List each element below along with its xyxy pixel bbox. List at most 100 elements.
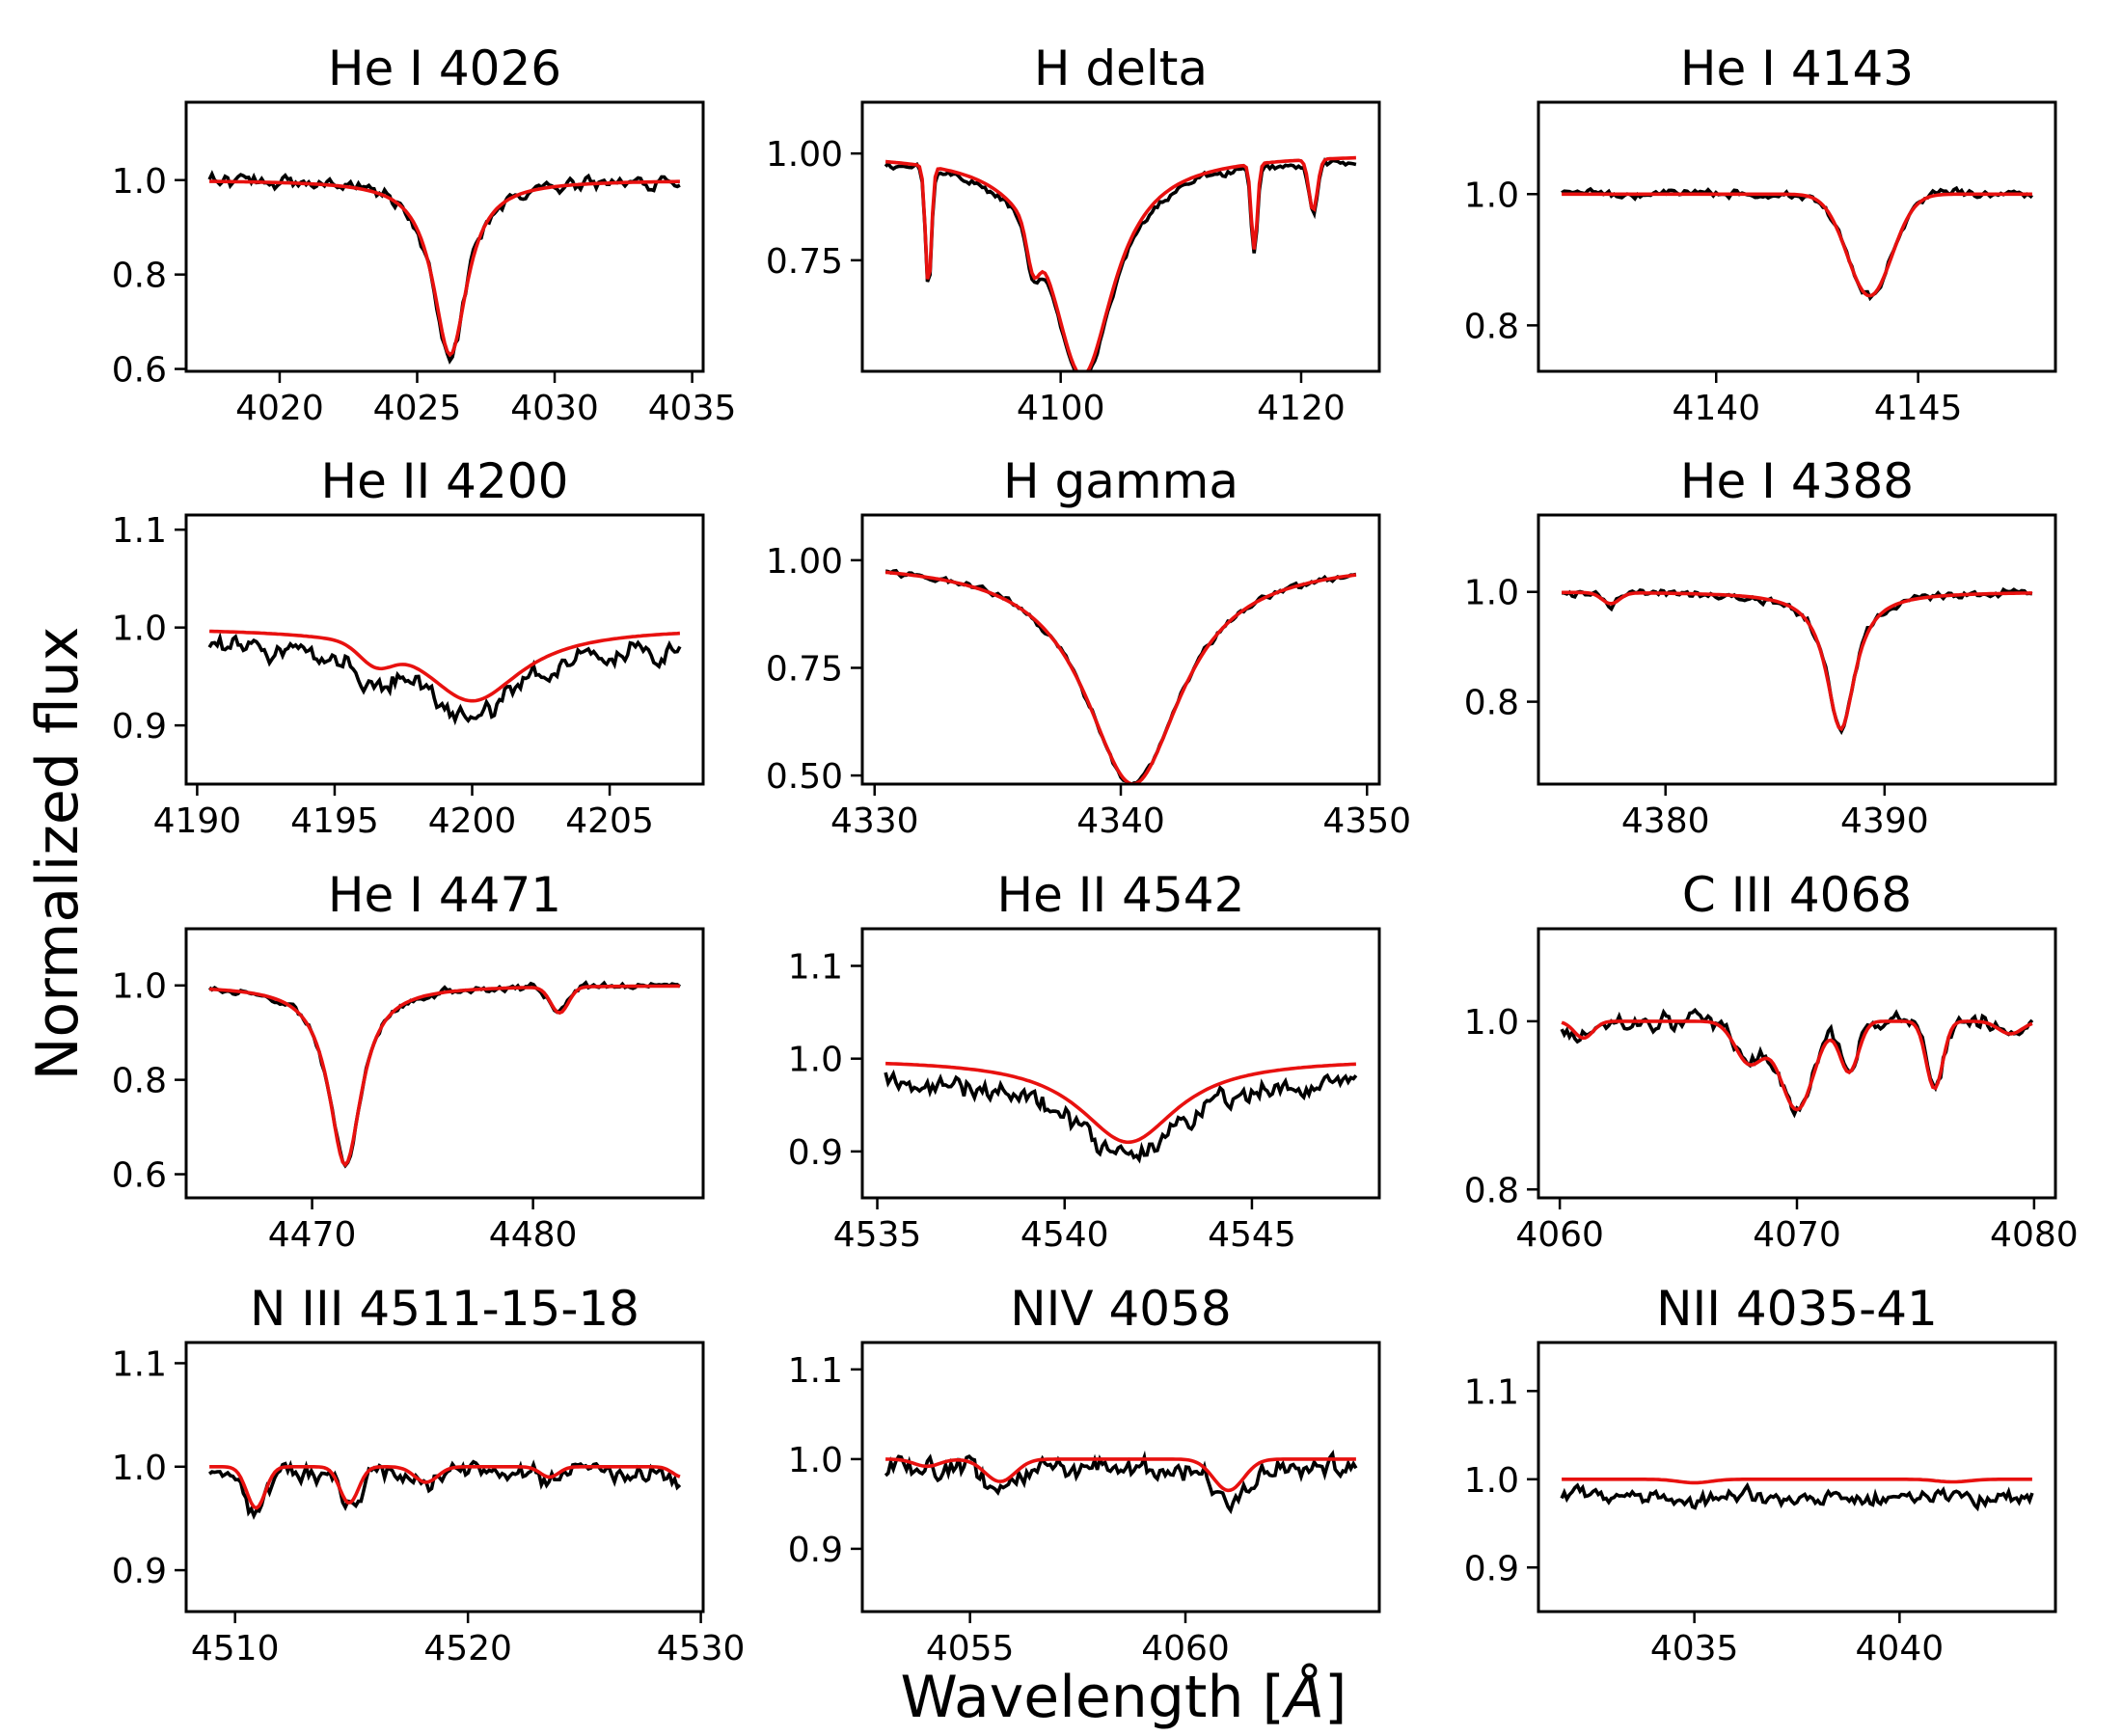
model-spectrum-line (1562, 192, 2032, 298)
panel-0: He I 4026 4020 4025 4030 4035 0.6 0.8 1.0 (112, 41, 737, 428)
panel-8: C III 4068 4060 4070 4080 0.8 1.0 (1464, 867, 2079, 1255)
y-tick-label: 0.8 (1464, 1171, 1519, 1210)
x-tick-label: 4060 (1141, 1629, 1230, 1668)
panel-title: N III 4511-15-18 (250, 1281, 639, 1337)
axes-frame (1537, 1341, 2057, 1614)
observed-spectrum-line (207, 1459, 682, 1520)
panel-title: He I 4388 (1680, 453, 1914, 509)
y-tick-label: 0.9 (788, 1133, 843, 1173)
y-tick-label: 1.0 (1464, 1461, 1519, 1501)
axes-frame (1537, 927, 2057, 1200)
y-tick-label: 0.75 (766, 242, 843, 282)
model-spectrum-line (884, 155, 1356, 371)
panel-3: He II 4200 4190 4195 4200 4205 0.9 1.0 1.1 (112, 453, 705, 841)
panel-10: NIV 4058 4055 4060 0.9 1.0 1.1 (788, 1281, 1381, 1668)
axes-frame (1537, 513, 2057, 786)
x-tick-label: 4140 (1672, 389, 1760, 428)
x-tick-label: 4390 (1840, 801, 1929, 841)
y-tick-label: 1.0 (112, 967, 167, 1007)
y-tick-label: 1.0 (788, 1441, 843, 1480)
x-tick-label: 4200 (428, 801, 517, 841)
panel-title: H gamma (1003, 453, 1238, 509)
x-tick-label: 4070 (1753, 1215, 1841, 1255)
axes-frame (1537, 100, 2057, 373)
y-tick-label: 0.9 (112, 1552, 167, 1591)
x-tick-label: 4530 (657, 1629, 746, 1668)
x-tick-label: 4380 (1621, 801, 1710, 841)
panel-grid: He I 4026 4020 4025 4030 4035 0.6 0.8 1.0 H delt… (112, 41, 2079, 1668)
y-tick-label: 1.0 (1464, 176, 1519, 215)
x-tick-label: 4330 (830, 801, 919, 841)
observed-spectrum-line (884, 1449, 1358, 1515)
x-tick-label: 4060 (1515, 1215, 1604, 1255)
x-axis-label-text: Wavelength [ (901, 1664, 1285, 1731)
x-tick-label: 4545 (1208, 1215, 1296, 1255)
x-tick-label: 4055 (926, 1629, 1015, 1668)
x-tick-label: 4120 (1257, 389, 1346, 428)
y-tick-label: 1.1 (788, 1351, 843, 1391)
x-tick-label: 4350 (1322, 801, 1411, 841)
y-tick-label: 0.75 (766, 649, 843, 689)
panel-title: He I 4026 (328, 41, 561, 96)
x-tick-label: 4040 (1856, 1629, 1945, 1668)
observed-spectrum-line (884, 157, 1357, 371)
observed-spectrum-line (1561, 185, 2034, 302)
panel-title: H delta (1034, 41, 1208, 96)
x-tick-label: 4470 (268, 1215, 357, 1255)
axes-frame (184, 513, 705, 786)
panel-title: He II 4542 (997, 867, 1245, 923)
model-spectrum-line (884, 570, 1357, 784)
panel-9: N III 4511-15-18 4510 4520 4530 0.9 1.0 1.1 (112, 1281, 746, 1668)
y-tick-label: 0.8 (112, 257, 167, 296)
model-spectrum-line (885, 1061, 1356, 1145)
y-tick-label: 1.0 (112, 610, 167, 649)
model-spectrum-line (1562, 590, 2032, 732)
model-spectrum-line (1561, 1019, 2033, 1112)
model-spectrum-line (209, 629, 681, 703)
x-tick-label: 4510 (191, 1629, 280, 1668)
y-tick-label: 0.6 (112, 351, 167, 391)
x-tick-label: 4030 (510, 389, 599, 428)
y-tick-label: 1.1 (788, 947, 843, 987)
axes-frame (184, 927, 705, 1200)
panel-6: He I 4471 4470 4480 0.6 0.8 1.0 (112, 867, 705, 1255)
observed-spectrum-line (207, 980, 682, 1169)
x-axis-label-unit: Å (1281, 1663, 1324, 1731)
x-tick-label: 4100 (1017, 389, 1105, 428)
x-tick-label: 4340 (1076, 801, 1165, 841)
panel-5: He I 4388 4380 4390 0.8 1.0 (1464, 453, 2057, 841)
x-tick-label: 4080 (1990, 1215, 2079, 1255)
x-tick-label: 4020 (235, 389, 324, 428)
x-tick-label: 4145 (1874, 389, 1963, 428)
x-tick-label: 4190 (153, 801, 242, 841)
panel-4: H gamma 4330 4340 4350 0.50 0.75 1.00 (766, 453, 1411, 841)
y-tick-label: 1.0 (112, 162, 167, 202)
y-tick-label: 0.6 (112, 1156, 167, 1196)
model-spectrum-line (885, 1457, 1356, 1493)
y-tick-label: 1.0 (1464, 574, 1519, 613)
axes-frame (860, 513, 1381, 786)
x-tick-label: 4535 (833, 1215, 922, 1255)
y-tick-label: 1.00 (766, 135, 843, 175)
observed-spectrum-line (884, 568, 1357, 784)
x-tick-label: 4195 (290, 801, 379, 841)
y-tick-label: 1.0 (788, 1041, 843, 1080)
y-tick-label: 1.0 (1464, 1003, 1519, 1043)
panel-title: NII 4035-41 (1656, 1281, 1938, 1337)
x-tick-label: 4520 (423, 1629, 512, 1668)
panel-title: NIV 4058 (1010, 1281, 1232, 1337)
x-tick-label: 4540 (1020, 1215, 1109, 1255)
observed-spectrum-line (1560, 1007, 2034, 1119)
y-tick-label: 0.9 (112, 707, 167, 746)
axes-frame (184, 100, 705, 373)
panel-title: He I 4471 (328, 867, 561, 923)
x-axis-label: Wavelength [Å] (901, 1663, 1347, 1731)
y-tick-label: 0.9 (1464, 1549, 1519, 1588)
panel-1: H delta 4100 4120 0.75 1.00 (766, 41, 1381, 428)
y-tick-label: 0.9 (788, 1531, 843, 1570)
y-tick-label: 0.8 (1464, 684, 1519, 723)
y-tick-label: 1.1 (112, 1344, 167, 1384)
y-tick-label: 1.0 (112, 1449, 167, 1488)
axes-frame (184, 1341, 705, 1614)
model-spectrum-line (209, 1465, 681, 1510)
